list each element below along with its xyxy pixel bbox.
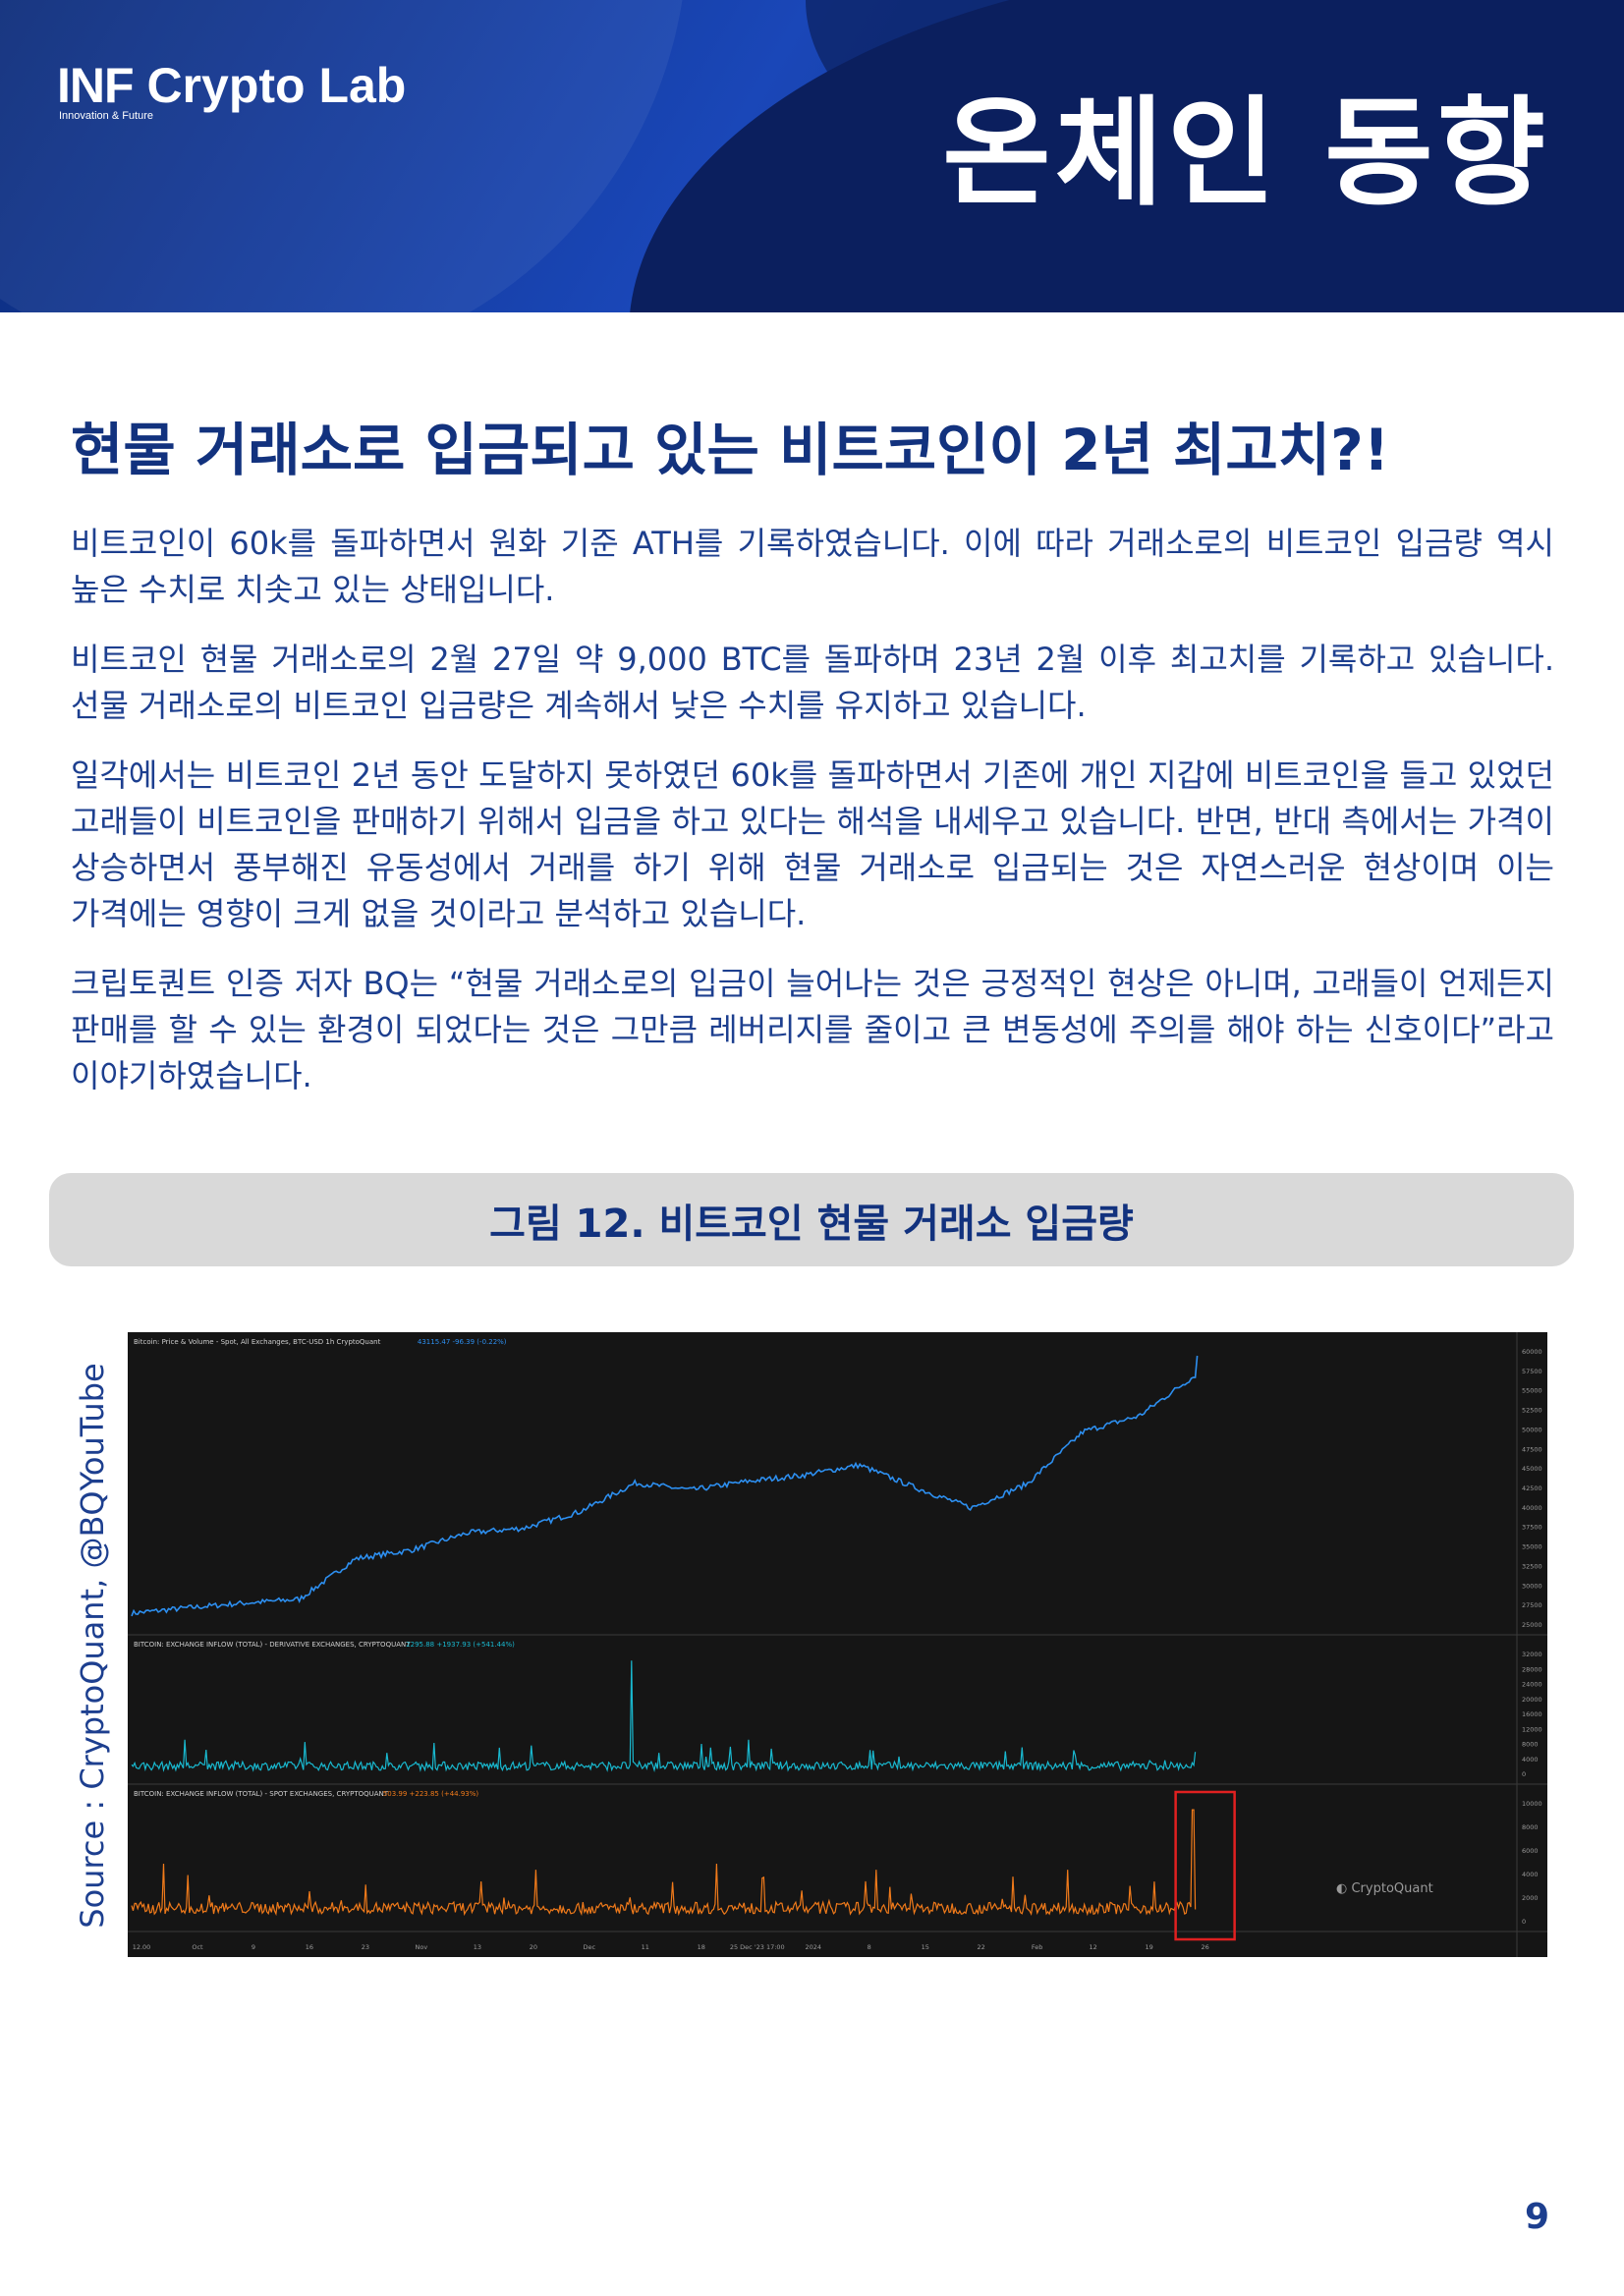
panel-label: BITCOIN: EXCHANGE INFLOW (TOTAL) - SPOT … (134, 1790, 389, 1798)
x-tick-label: 25 Dec '23 17:00 (730, 1943, 785, 1951)
logo-sub: Crypto Lab (146, 58, 407, 113)
axis-tick-label: 52500 (1522, 1407, 1542, 1415)
x-tick-label: 8 (868, 1943, 871, 1951)
x-tick-label: 18 (698, 1943, 705, 1951)
axis-tick-label: 4000 (1522, 1756, 1539, 1764)
logo-tagline: Innovation & Future (59, 110, 154, 122)
article-body: 비트코인이 60k를 돌파하면서 원화 기준 ATH를 기록하였습니다. 이에 … (71, 521, 1554, 1123)
article-title: 현물 거래소로 입금되고 있는 비트코인이 2년 최고치?! (71, 417, 1390, 483)
paragraph: 비트코인 현물 거래소로의 2월 27일 약 9,000 BTC를 돌파하며 2… (71, 641, 1554, 724)
axis-tick-label: 57500 (1522, 1368, 1542, 1375)
panel-label: Bitcoin: Price & Volume - Spot, All Exch… (134, 1338, 381, 1346)
paragraph: 비트코인이 60k를 돌파하면서 원화 기준 ATH를 기록하였습니다. 이에 … (71, 525, 1554, 608)
x-tick-label: 20 (530, 1943, 537, 1951)
axis-tick-label: 50000 (1522, 1426, 1542, 1433)
axis-tick-label: 45000 (1522, 1465, 1542, 1473)
chart-background (128, 1332, 1547, 1957)
axis-tick-label: 27500 (1522, 1601, 1542, 1609)
panel-readout: 43115.47 -96.39 (-0.22%) (418, 1338, 507, 1346)
figure-caption-box: 그림 12. 비트코인 현물 거래소 입금량 (49, 1173, 1574, 1266)
axis-tick-label: 60000 (1522, 1348, 1542, 1356)
axis-tick-label: 55000 (1522, 1387, 1542, 1395)
source-label: Source : CryptoQuant, @BQYouTube (74, 1363, 111, 1929)
x-tick-label: 23 (362, 1943, 369, 1951)
panel-label: BITCOIN: EXCHANGE INFLOW (TOTAL) - DERIV… (134, 1641, 411, 1649)
axis-tick-label: 24000 (1522, 1681, 1542, 1689)
x-tick-label: 19 (1145, 1943, 1152, 1951)
x-tick-label: 2024 (805, 1943, 821, 1951)
axis-tick-label: 28000 (1522, 1665, 1542, 1673)
axis-tick-label: 8000 (1522, 1741, 1539, 1749)
x-tick-label: 22 (978, 1943, 985, 1951)
highlight-box (1174, 1790, 1236, 1941)
x-tick-label: Oct (192, 1943, 203, 1951)
x-tick-label: 12 (1090, 1943, 1097, 1951)
spot-inflow-line (131, 1809, 1197, 1917)
x-tick-label: Dec (584, 1943, 596, 1951)
paragraph: 크립토퀀트 인증 저자 BQ는 “현물 거래소로의 입금이 늘어나는 것은 긍정… (71, 965, 1554, 1094)
x-tick-label: 11 (642, 1943, 649, 1951)
x-tick-label: Feb (1032, 1943, 1043, 1951)
x-tick-label: 9 (252, 1943, 255, 1951)
axis-tick-label: 10000 (1522, 1800, 1542, 1808)
x-tick-label: Nov (416, 1943, 428, 1951)
page-number: 9 (1524, 2197, 1549, 2237)
axis-tick-label: 40000 (1522, 1504, 1542, 1512)
cryptoquant-watermark: ◐ CryptoQuant (1336, 1881, 1433, 1896)
axis-tick-label: 4000 (1522, 1871, 1539, 1878)
axis-tick-label: 16000 (1522, 1710, 1542, 1718)
figure-caption: 그림 12. 비트코인 현물 거래소 입금량 (489, 1201, 1134, 1247)
axis-tick-label: 35000 (1522, 1543, 1542, 1551)
axis-tick-label: 25000 (1522, 1621, 1542, 1629)
panel-readout: 2295.88 +1937.93 (+541.44%) (406, 1641, 515, 1649)
axis-tick-label: 20000 (1522, 1696, 1542, 1704)
axis-tick-label: 12000 (1522, 1725, 1542, 1733)
header-banner: INF Crypto Lab Innovation & Future 온체인 동… (0, 0, 1624, 312)
derivative-inflow-line (131, 1660, 1197, 1773)
axis-tick-label: 32000 (1522, 1651, 1542, 1658)
axis-tick-label: 6000 (1522, 1847, 1539, 1855)
x-tick-label: 12.00 (133, 1943, 151, 1951)
axis-tick-label: 47500 (1522, 1445, 1542, 1453)
inf-crypto-lab-logo: INF Crypto Lab Innovation & Future (57, 61, 406, 122)
x-tick-label: 13 (474, 1943, 481, 1951)
axis-tick-label: 8000 (1522, 1823, 1539, 1831)
header-decoration (0, 0, 688, 312)
axis-tick-label: 37500 (1522, 1524, 1542, 1532)
x-tick-label: 15 (922, 1943, 929, 1951)
axis-tick-label: 0 (1522, 1770, 1526, 1778)
axis-tick-label: 30000 (1522, 1582, 1542, 1590)
x-tick-label: 16 (306, 1943, 313, 1951)
panel-readout: 503.99 +223.85 (+44.93%) (383, 1790, 479, 1798)
figure-source: Source : CryptoQuant, @BQYouTube (71, 1363, 114, 1929)
axis-tick-label: 42500 (1522, 1484, 1542, 1492)
paragraph: 일각에서는 비트코인 2년 동안 도달하지 못하였던 60k를 돌파하면서 기존… (71, 756, 1554, 932)
logo-main: INF (57, 58, 135, 113)
section-title: 온체인 동향 (942, 85, 1549, 222)
axis-tick-label: 0 (1522, 1918, 1526, 1926)
x-tick-label: 26 (1201, 1943, 1208, 1951)
price-series-line (131, 1355, 1199, 1617)
axis-tick-label: 2000 (1522, 1894, 1539, 1902)
axis-tick-label: 32500 (1522, 1562, 1542, 1570)
chart-svg: Bitcoin: Price & Volume - Spot, All Exch… (128, 1332, 1547, 1957)
chart-image: Bitcoin: Price & Volume - Spot, All Exch… (128, 1332, 1547, 1957)
